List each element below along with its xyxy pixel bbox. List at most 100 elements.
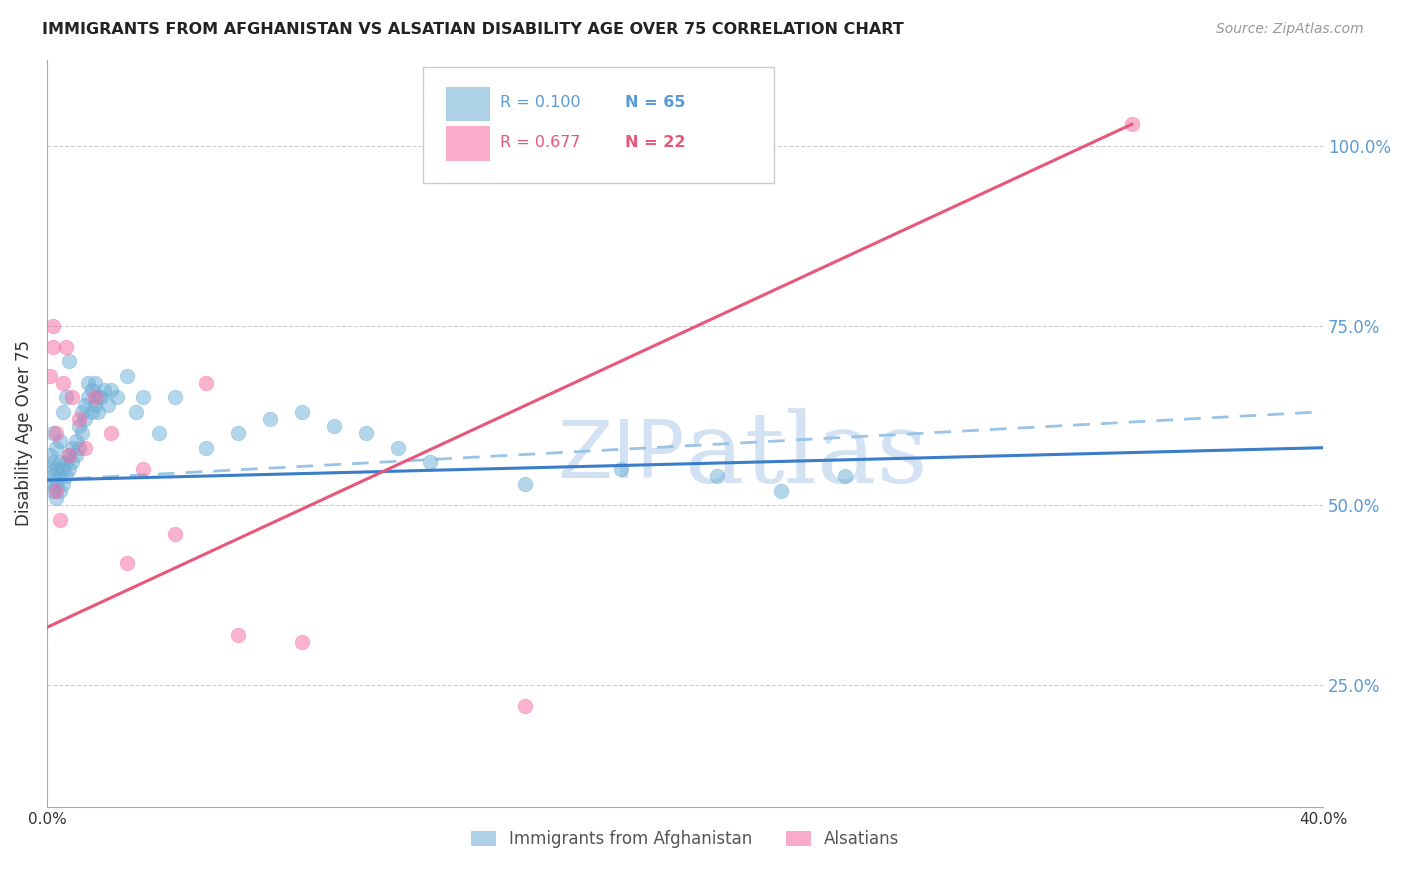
Point <box>83 391 105 405</box>
Point <box>515 476 537 491</box>
Point <box>80 405 103 419</box>
Text: R = 0.100: R = 0.100 <box>501 95 581 111</box>
Point <box>48 483 70 498</box>
Legend: Immigrants from Afghanistan, Alsatians: Immigrants from Afghanistan, Alsatians <box>464 823 905 855</box>
Point <box>75 412 97 426</box>
Point <box>228 426 250 441</box>
Text: N = 65: N = 65 <box>626 95 686 111</box>
Point <box>67 412 90 426</box>
Point <box>55 391 77 405</box>
Point <box>52 476 75 491</box>
Point <box>83 398 105 412</box>
Text: R = 0.677: R = 0.677 <box>501 135 581 150</box>
Point <box>706 469 728 483</box>
Point <box>48 469 70 483</box>
Point <box>93 383 115 397</box>
FancyBboxPatch shape <box>423 67 775 183</box>
Text: atlas: atlas <box>685 408 928 504</box>
Point <box>48 455 70 469</box>
Text: ZIP: ZIP <box>558 417 685 495</box>
Point <box>52 405 75 419</box>
Point <box>52 462 75 476</box>
Point <box>70 426 93 441</box>
Point <box>42 455 65 469</box>
Point <box>419 455 441 469</box>
Point <box>195 441 218 455</box>
Point <box>148 426 170 441</box>
Point <box>75 441 97 455</box>
Point <box>83 376 105 390</box>
Text: IMMIGRANTS FROM AFGHANISTAN VS ALSATIAN DISABILITY AGE OVER 75 CORRELATION CHART: IMMIGRANTS FROM AFGHANISTAN VS ALSATIAN … <box>42 22 904 37</box>
FancyBboxPatch shape <box>446 126 489 161</box>
Point <box>75 398 97 412</box>
Point <box>62 455 84 469</box>
Point <box>42 340 65 354</box>
Point <box>65 448 87 462</box>
Point <box>387 441 409 455</box>
Point <box>65 434 87 448</box>
Point <box>163 527 186 541</box>
Point <box>39 462 62 476</box>
Point <box>45 441 67 455</box>
Point <box>90 391 112 405</box>
Point <box>131 462 153 476</box>
Point <box>77 376 100 390</box>
Point <box>80 383 103 397</box>
Point <box>67 441 90 455</box>
Point <box>834 469 856 483</box>
Point <box>195 376 218 390</box>
Point <box>45 426 67 441</box>
Point <box>163 391 186 405</box>
Point <box>228 627 250 641</box>
Point <box>45 491 67 505</box>
Point <box>125 405 148 419</box>
Point <box>291 634 314 648</box>
Point <box>62 441 84 455</box>
Point <box>100 383 122 397</box>
Point <box>87 405 110 419</box>
Point <box>48 512 70 526</box>
Point <box>87 391 110 405</box>
Point <box>131 391 153 405</box>
Point <box>77 391 100 405</box>
Point <box>58 448 80 462</box>
Point <box>58 448 80 462</box>
Point <box>769 483 792 498</box>
Y-axis label: Disability Age Over 75: Disability Age Over 75 <box>15 341 32 526</box>
Point <box>1121 117 1143 131</box>
Point <box>323 419 346 434</box>
Point <box>354 426 377 441</box>
Point <box>48 434 70 448</box>
Point <box>52 376 75 390</box>
Point <box>67 419 90 434</box>
Point <box>291 405 314 419</box>
Point <box>62 391 84 405</box>
Point <box>610 462 633 476</box>
Point <box>42 318 65 333</box>
Point <box>70 405 93 419</box>
Text: Source: ZipAtlas.com: Source: ZipAtlas.com <box>1216 22 1364 37</box>
Point <box>259 412 281 426</box>
Point <box>100 426 122 441</box>
Point <box>58 462 80 476</box>
FancyBboxPatch shape <box>446 87 489 121</box>
Point <box>115 556 138 570</box>
Point <box>55 340 77 354</box>
Point <box>42 483 65 498</box>
Point <box>115 368 138 383</box>
Point <box>96 398 118 412</box>
Point <box>45 476 67 491</box>
Text: N = 22: N = 22 <box>626 135 686 150</box>
Point <box>39 448 62 462</box>
Point <box>58 354 80 368</box>
Point <box>515 699 537 714</box>
Point <box>105 391 128 405</box>
Point <box>42 469 65 483</box>
Point <box>42 426 65 441</box>
Point <box>39 476 62 491</box>
Point <box>55 455 77 469</box>
Point <box>45 462 67 476</box>
Point <box>39 368 62 383</box>
Point <box>45 483 67 498</box>
Point <box>55 469 77 483</box>
